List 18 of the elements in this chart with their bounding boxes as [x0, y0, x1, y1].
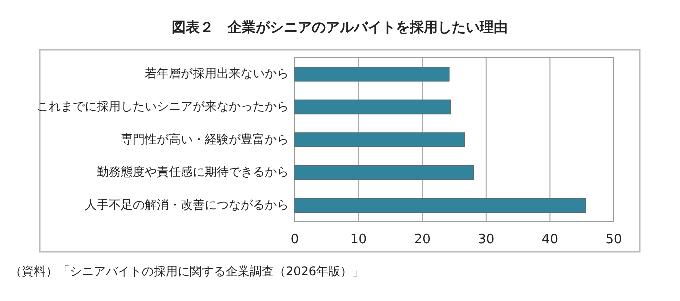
- x-tick-label: 20: [414, 232, 431, 248]
- x-tick-label: 10: [350, 232, 368, 248]
- bar: [294, 100, 452, 115]
- x-tick-label: 30: [478, 232, 495, 248]
- bar: [294, 198, 586, 213]
- text: （資料）「シニアバイトの採用に関する企業調査（2026年版）」: [10, 264, 365, 278]
- y-tick-label: 勤務態度や責任感に期待できるから: [97, 165, 289, 180]
- x-tick-label: 50: [606, 232, 622, 248]
- y-tick-label: 若年層が採用出来ないから: [145, 66, 289, 81]
- x-tick-label: 40: [542, 232, 558, 248]
- bar: [294, 165, 474, 180]
- y-tick-label: 人手不足の解消・改善につながるから: [85, 198, 289, 212]
- bar: [294, 132, 466, 148]
- x-tick-label: 0: [290, 232, 300, 248]
- y-tick-label: これまでに採用したいシニアが来なかったから: [37, 99, 289, 114]
- y-tick-label: 専門性が高い・経験が豊富から: [121, 132, 289, 146]
- chart-title: 図表２ 企業がシニアのアルバイトを採用したい理由: [172, 20, 508, 36]
- bar: [294, 67, 450, 82]
